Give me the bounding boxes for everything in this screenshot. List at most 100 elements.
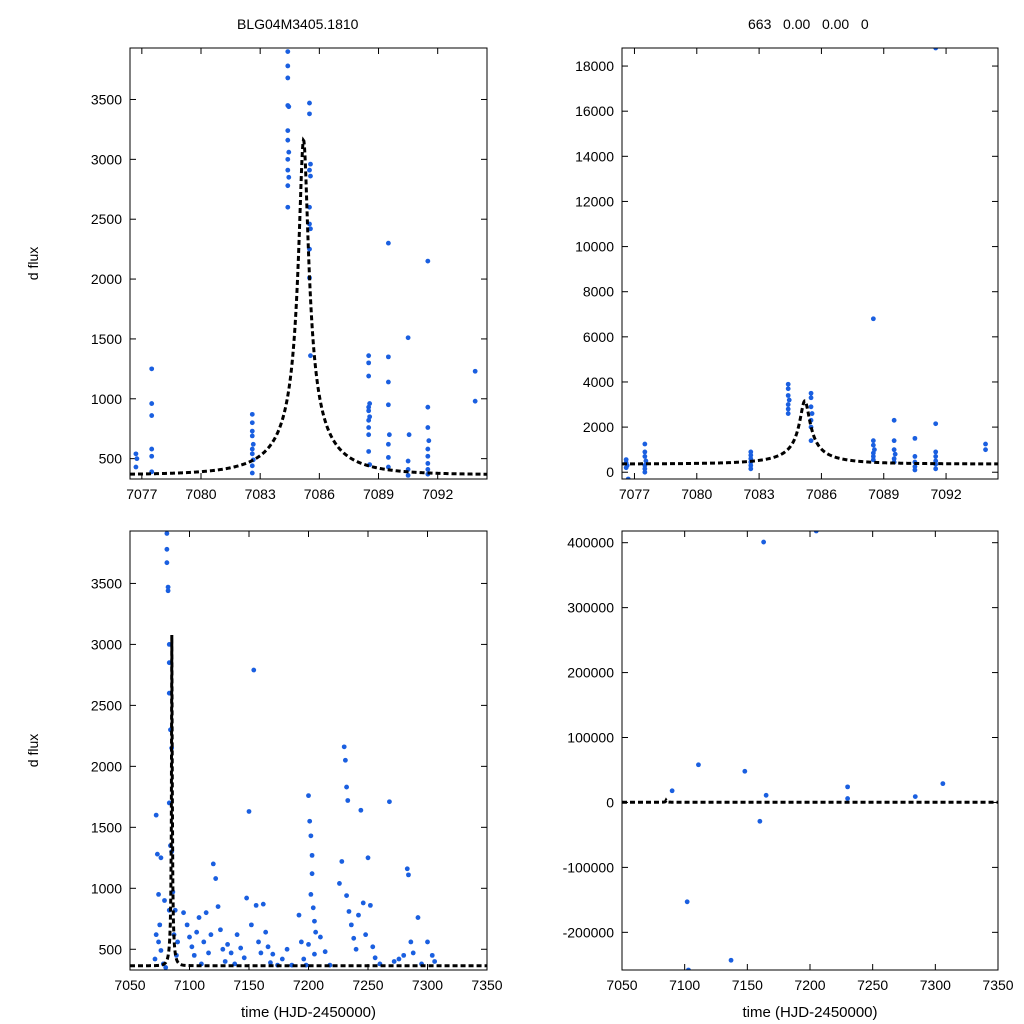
data-point: [285, 183, 291, 189]
x-tick-label: 7089: [363, 486, 394, 502]
x-tick-label: 7350: [471, 977, 502, 993]
data-point: [191, 952, 197, 958]
data-point: [285, 137, 291, 143]
data-point: [425, 939, 430, 945]
data-point: [358, 807, 364, 813]
x-tick-label: 7077: [619, 486, 650, 502]
data-point: [686, 967, 691, 970]
x-tick-label: 7083: [245, 486, 276, 502]
data-point: [163, 965, 169, 970]
x-tick-label: 7200: [794, 977, 825, 993]
x-axis-label: time (HJD-2450000): [241, 1004, 376, 1021]
data-point: [425, 258, 431, 264]
data-point: [404, 866, 410, 872]
data-point: [285, 167, 291, 173]
data-point: [322, 949, 328, 955]
data-point: [248, 922, 254, 928]
data-point: [432, 959, 438, 964]
data-point: [912, 464, 918, 469]
data-point: [940, 781, 946, 787]
y-tick-label: 1000: [91, 880, 122, 896]
data-point: [933, 454, 939, 459]
data-point: [268, 960, 273, 966]
data-point: [187, 934, 192, 940]
chart-panel-2: 7077 7080 7083 7086 7089 7092 0 2000 4000 6000 800…: [575, 47, 999, 502]
x-tick-label: 7350: [982, 977, 1013, 993]
data-point: [415, 915, 421, 920]
data-point: [308, 353, 313, 359]
data-point: [425, 461, 431, 466]
y-tick-label: 0: [606, 794, 614, 810]
data-point: [218, 927, 223, 933]
x-tick-label: 7150: [732, 977, 763, 993]
data-point: [307, 100, 312, 106]
data-point: [270, 951, 276, 957]
data-point: [892, 451, 898, 457]
data-point: [206, 950, 211, 956]
x-tick-label: 7100: [669, 977, 700, 993]
data-point: [250, 441, 256, 447]
data-point: [472, 368, 478, 374]
data-point: [370, 944, 376, 950]
data-point: [133, 451, 139, 457]
y-tick-label: 6000: [583, 329, 614, 345]
data-point: [669, 788, 675, 794]
y-tick-label: 14000: [575, 148, 614, 164]
x-tick-label: 7089: [868, 486, 899, 502]
data-point: [164, 531, 170, 536]
data-point: [406, 432, 412, 438]
data-point: [285, 128, 291, 134]
data-point: [808, 390, 814, 396]
data-point: [728, 957, 734, 963]
data-point: [360, 900, 366, 906]
data-point: [164, 560, 170, 566]
data-point: [366, 404, 372, 410]
data-point: [215, 904, 221, 909]
data-point: [165, 588, 171, 594]
y-tick-label: -200000: [563, 924, 615, 940]
x-tick-label: 7092: [930, 486, 961, 502]
x-tick-label: 7077: [126, 486, 157, 502]
data-point: [201, 939, 207, 945]
data-point: [387, 799, 392, 805]
data-point: [367, 401, 373, 406]
x-tick-label: 7100: [174, 977, 205, 993]
data-point: [367, 902, 373, 908]
y-tick-label: 4000: [583, 374, 614, 390]
data-point: [164, 546, 170, 552]
data-point: [845, 796, 850, 801]
y-tick-label: 3000: [91, 151, 122, 167]
data-point: [408, 939, 414, 945]
data-point: [308, 161, 313, 167]
data-point: [249, 446, 255, 452]
data-point: [165, 584, 171, 590]
data-point: [696, 762, 701, 768]
data-point: [366, 408, 372, 414]
data-point: [785, 393, 791, 398]
data-point: [385, 402, 391, 408]
data-point: [366, 432, 372, 438]
data-point: [251, 667, 257, 673]
data-point: [406, 872, 411, 878]
data-point: [396, 956, 402, 962]
data-point: [285, 63, 291, 69]
data-point: [345, 798, 351, 803]
y-tick-label: 0: [606, 464, 614, 480]
data-point: [642, 454, 648, 459]
data-point: [425, 404, 431, 410]
y-tick-label: 3500: [91, 91, 122, 107]
data-point: [410, 950, 416, 956]
data-point: [308, 226, 313, 232]
data-point: [318, 934, 323, 940]
data-point: [366, 417, 372, 423]
data-point: [425, 446, 431, 452]
data-point: [891, 456, 897, 462]
data-point: [134, 456, 140, 462]
data-point: [386, 432, 392, 438]
data-point: [761, 539, 767, 545]
data-point: [258, 950, 264, 956]
data-point: [249, 428, 255, 434]
data-point: [234, 932, 240, 938]
data-point: [210, 861, 216, 867]
data-point: [260, 901, 266, 907]
